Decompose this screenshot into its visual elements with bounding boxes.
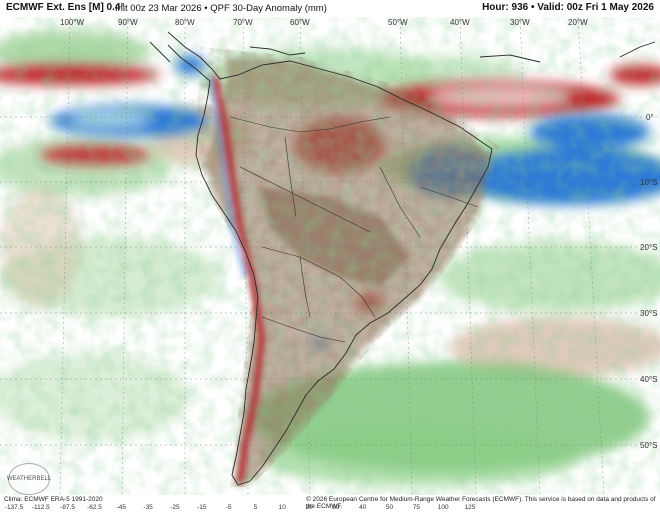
legend-tick: 5 [253, 504, 258, 511]
logo-text: WEATHERBELL [6, 476, 52, 482]
legend-tick: 10 [278, 504, 286, 511]
borders [229, 116, 479, 343]
map-footer: Clima: ECMWF ERA-5 1991-2020 © 2026 Euro… [0, 495, 660, 515]
lon-label: 80°W [175, 18, 195, 27]
legend-tick: -15 [197, 504, 207, 511]
legend-tick: 75 [412, 504, 420, 511]
lat-label: 50°S [640, 441, 657, 450]
coastlines [149, 31, 656, 486]
lat-label: 10°S [640, 178, 657, 187]
lon-label: 100°W [60, 18, 85, 27]
legend-tick: 125 [464, 504, 476, 511]
continent-texture [0, 17, 660, 495]
lon-label: 90°W [118, 18, 138, 27]
legend-tick: -137.5 [4, 504, 24, 511]
hour-label: Hour: 936 [482, 2, 529, 13]
graticule [0, 17, 660, 495]
separator: • [530, 2, 535, 13]
andes-dry-streak [208, 76, 266, 483]
model-title: ECMWF Ext. Ens [M] 0.4° [6, 2, 125, 13]
lon-label: 70°W [233, 18, 253, 27]
lat-label: 30°S [640, 309, 657, 318]
lon-label: 30°W [510, 18, 530, 27]
separator: • [204, 3, 208, 14]
legend-tick: 100 [437, 504, 449, 511]
legend-tick: 20 [305, 504, 313, 511]
map-header: ECMWF Ext. Ens [M] 0.4° Init 00z 23 Mar … [0, 0, 660, 17]
lon-label: 20°W [568, 18, 588, 27]
lat-label: 40°S [640, 375, 657, 384]
legend-tick: -62.5 [87, 504, 102, 511]
legend-tick: -87.5 [60, 504, 76, 511]
latitude-labels: 0° 10°S 20°S 30°S 40°S 50°S [640, 113, 657, 450]
init-time: Init 00z 23 Mar 2026 [115, 3, 202, 14]
field-name: QPF 30-Day Anomaly (mm) [210, 3, 327, 14]
legend-tick: -25 [170, 504, 180, 511]
legend-tick: 40 [359, 504, 367, 511]
color-legend: -137.5 -112.5 -87.5 -62.5 -45 -35 -25 -15 -5 5 10 2… [0, 504, 660, 515]
legend-tick: 30 [332, 504, 340, 511]
weatherbell-logo: WEATHERBELL [6, 463, 52, 495]
lat-label: 20°S [640, 243, 657, 252]
anomaly-map: 100°W 90°W 80°W 70°W 60°W 50°W 40°W 30°W… [0, 17, 660, 495]
valid-label: Valid: 00z Fri 1 May 2026 [537, 2, 654, 13]
legend-tick: -5 [225, 504, 232, 511]
lat-label: 0° [646, 113, 654, 122]
climatology-note: Clima: ECMWF ERA-5 1991-2020 [4, 496, 103, 503]
copyright-note: © 2026 European Centre for Medium-Range … [306, 496, 656, 510]
lon-label: 40°W [450, 18, 470, 27]
legend-tick: -35 [143, 504, 153, 511]
longitude-labels: 100°W 90°W 80°W 70°W 60°W 50°W 40°W 30°W… [60, 18, 588, 27]
legend-tick: 50 [385, 504, 394, 511]
legend-tick: -112.5 [31, 504, 50, 511]
lon-label: 50°W [388, 18, 408, 27]
init-and-field: Init 00z 23 Mar 2026 • QPF 30-Day Anomal… [115, 3, 327, 14]
legend-tick: -45 [116, 504, 126, 511]
lon-label: 60°W [290, 18, 310, 27]
hour-valid: Hour: 936 • Valid: 00z Fri 1 May 2026 [482, 2, 654, 13]
